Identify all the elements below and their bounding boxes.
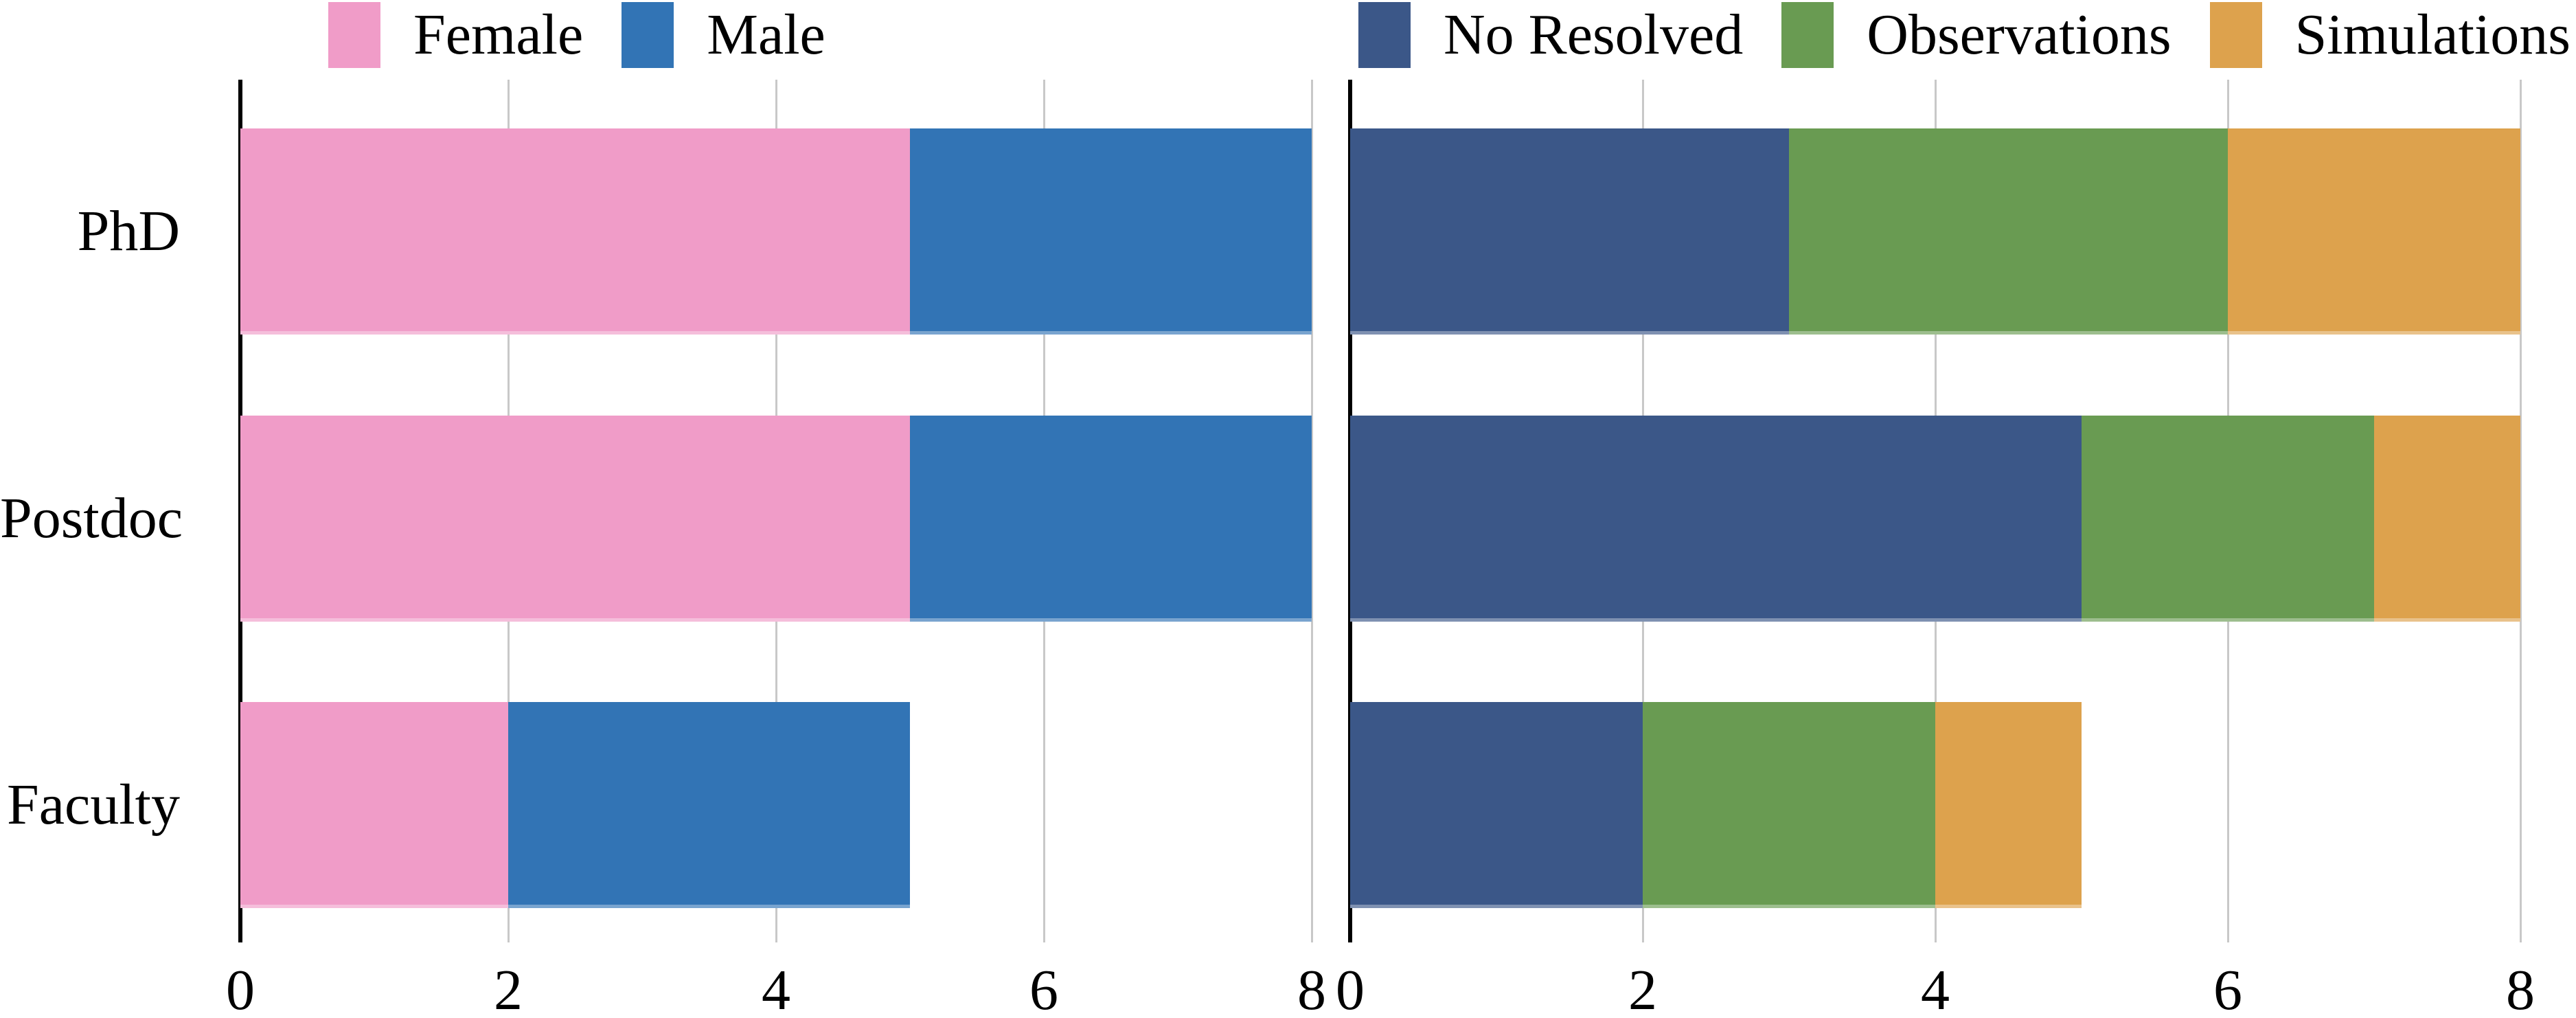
x-tick-label: 2 (494, 958, 523, 1018)
legend-label: Female (413, 3, 584, 67)
bar-segment-female-faculty (240, 702, 508, 908)
panel-gender-chart (238, 80, 1313, 942)
bar-segment-observations-postdoc (2082, 416, 2374, 622)
x-tick-label: 8 (1297, 958, 1326, 1018)
x-tick-label: 0 (1336, 958, 1365, 1018)
bar-segment-simulations-phd (2228, 128, 2520, 335)
category-label: PhD (77, 199, 180, 263)
category-label: Faculty (7, 773, 180, 837)
category-label: Postdoc (0, 486, 183, 550)
bar-segment-female-phd (240, 128, 910, 335)
x-tick-label: 0 (226, 958, 255, 1018)
bar-segment-male-postdoc (910, 416, 1312, 622)
legend-swatch-simulations (2209, 2, 2262, 68)
bar-segment-no-resolved-phd (1350, 128, 1789, 335)
bar-segment-simulations-faculty (1935, 702, 2082, 908)
bar-segment-no-resolved-faculty (1350, 702, 1643, 908)
legend-gender: Female Male (328, 1, 864, 69)
legend-label: Male (707, 3, 825, 67)
x-tick-label: 6 (2213, 958, 2242, 1018)
legend-type: No Resolved Observations Simulations (1358, 1, 2576, 69)
bar-segment-male-faculty (508, 702, 910, 908)
bar-segment-simulations-postdoc (2374, 416, 2520, 622)
legend-swatch-no-resolved (1358, 2, 1411, 68)
bar-segment-male-phd (910, 128, 1312, 335)
x-tick-label: 4 (1921, 958, 1950, 1018)
bar-segment-observations-phd (1789, 128, 2228, 335)
bar-segment-observations-faculty (1643, 702, 1935, 908)
bar-segment-no-resolved-postdoc (1350, 416, 2082, 622)
legend-label: No Resolved (1444, 3, 1744, 67)
gridline-x8 (2519, 80, 2522, 942)
legend-swatch-female (328, 2, 380, 68)
legend-label: Simulations (2294, 3, 2571, 67)
x-tick-label: 2 (1628, 958, 1657, 1018)
legend-swatch-male (622, 2, 674, 68)
bar-segment-female-postdoc (240, 416, 910, 622)
gridline-x8 (1310, 80, 1313, 942)
legend-label: Observations (1867, 3, 2172, 67)
x-tick-label: 8 (2506, 958, 2535, 1018)
legend-swatch-observations (1781, 2, 1834, 68)
x-tick-label: 4 (762, 958, 790, 1018)
x-tick-label: 6 (1029, 958, 1058, 1018)
panel-type-chart (1348, 80, 2522, 942)
